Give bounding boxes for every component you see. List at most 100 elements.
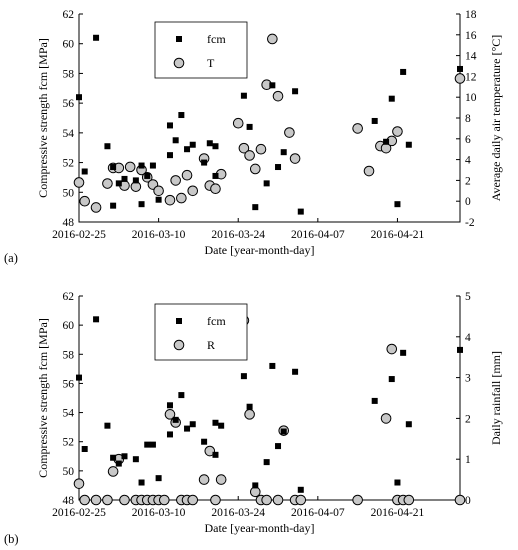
data-point-fcm <box>149 162 156 169</box>
data-point-t <box>181 169 193 181</box>
y-left-tick-label: 48 <box>63 217 75 229</box>
series-fcm <box>76 34 463 215</box>
y-right-tick-label: 3 <box>465 373 471 385</box>
legend-label-r: R <box>207 338 215 352</box>
data-point-t <box>170 175 181 186</box>
data-point-fcm <box>383 138 390 145</box>
data-point-r <box>386 343 398 355</box>
series-r <box>73 315 466 506</box>
data-point-r <box>90 494 102 506</box>
data-point-fcm <box>263 459 270 466</box>
x-tick-label: 2016-03-10 <box>132 507 186 519</box>
data-point-fcm <box>457 346 463 353</box>
data-point-fcm <box>110 164 117 171</box>
data-point-fcm <box>81 446 88 452</box>
data-point-r <box>249 486 261 498</box>
data-point-r <box>204 445 216 457</box>
y-right-tick-label: 0 <box>465 495 471 507</box>
panel-label: (a) <box>4 251 18 265</box>
data-point-fcm <box>138 162 145 169</box>
y-left-tick-label: 56 <box>63 378 75 390</box>
data-point-r <box>295 494 307 506</box>
data-point-fcm <box>104 422 111 429</box>
data-point-t <box>124 161 136 173</box>
data-point-fcm <box>292 368 299 375</box>
data-point-r <box>352 494 363 506</box>
data-point-fcm <box>166 152 173 159</box>
chart-panel-a: 48 50 52 54 56 58 60 62 -2 0 2 4 6 8 10 12 14 16 18 2016-02… <box>4 9 503 265</box>
y-left-tick-label: 62 <box>63 9 75 21</box>
x-axis-title: Date [year-month-day] <box>204 243 314 257</box>
y-right-tick-label: 16 <box>465 30 477 42</box>
x-axis-title: Date [year-month-day] <box>204 521 314 535</box>
data-point-fcm <box>149 441 156 448</box>
data-point-fcm <box>269 362 276 369</box>
data-point-fcm <box>400 68 407 75</box>
data-point-fcm <box>172 416 179 423</box>
data-point-fcm <box>115 460 122 467</box>
data-point-fcm <box>212 172 219 179</box>
legend-label-fcm: fcm <box>207 32 226 46</box>
x-tick-label: 2016-04-21 <box>371 507 425 519</box>
data-point-r <box>164 409 176 420</box>
chart-panel-b: 48 50 52 54 56 58 60 62 0 1 2 3 4 5 2016-02-25 2016-03-… <box>4 291 503 546</box>
data-point-fcm <box>269 82 276 89</box>
data-point-r <box>102 494 113 506</box>
data-point-fcm <box>132 177 139 184</box>
data-point-r <box>261 494 272 506</box>
series-fcm <box>76 316 463 493</box>
legend-marker-fcm <box>176 36 182 42</box>
data-point-fcm <box>138 201 145 208</box>
data-point-fcm <box>166 431 173 438</box>
legend: fcm T <box>154 21 248 79</box>
y-left-tick-label: 52 <box>63 437 75 449</box>
data-point-fcm <box>394 201 401 208</box>
data-point-t <box>352 123 363 134</box>
y-right-tick-label: 1 <box>465 454 471 466</box>
data-point-t <box>255 143 267 155</box>
legend-marker-fcm <box>176 318 182 324</box>
y-right-tick-label: -2 <box>465 217 475 229</box>
data-point-fcm <box>252 204 259 211</box>
data-point-fcm <box>246 123 253 130</box>
data-point-t <box>232 117 244 129</box>
y-left-tick-label: 50 <box>63 466 75 478</box>
data-point-fcm <box>394 479 401 486</box>
data-point-t <box>187 185 199 197</box>
data-point-fcm <box>292 88 299 95</box>
panel-label: (b) <box>4 532 19 546</box>
y-left-tick-label: 54 <box>63 128 75 140</box>
data-point-r <box>454 494 466 506</box>
legend-label-t: T <box>207 56 215 70</box>
data-point-fcm <box>297 486 304 493</box>
y-right-tick-label: 14 <box>465 51 477 63</box>
data-point-fcm <box>201 438 208 445</box>
data-point-t <box>267 33 278 45</box>
y-left-tick-label: 62 <box>63 291 75 303</box>
data-point-t <box>73 177 85 188</box>
data-point-t <box>284 127 295 138</box>
y-left-tick-label: 48 <box>63 495 75 507</box>
data-point-r <box>380 413 392 424</box>
data-point-fcm <box>144 172 151 179</box>
data-point-t <box>90 202 102 213</box>
data-point-fcm <box>405 141 412 148</box>
axes-frame <box>78 296 461 501</box>
data-point-fcm <box>218 422 225 429</box>
data-point-fcm <box>212 451 219 458</box>
data-point-fcm <box>121 453 128 460</box>
data-point-fcm <box>240 92 247 99</box>
data-point-fcm <box>263 180 270 187</box>
legend-box <box>154 303 248 361</box>
data-point-fcm <box>240 373 247 380</box>
data-point-fcm <box>201 159 208 166</box>
y-left-tick-label: 54 <box>63 408 75 420</box>
data-point-r <box>210 494 221 506</box>
data-point-t <box>289 153 301 164</box>
x-tick-label: 2016-02-25 <box>52 507 106 519</box>
y-right-axis-title: Daily rainfall [mm] <box>489 351 503 445</box>
data-point-fcm <box>178 392 185 399</box>
data-point-fcm <box>166 122 173 129</box>
x-tick-label: 2016-04-07 <box>291 229 345 241</box>
data-point-fcm <box>76 374 82 381</box>
